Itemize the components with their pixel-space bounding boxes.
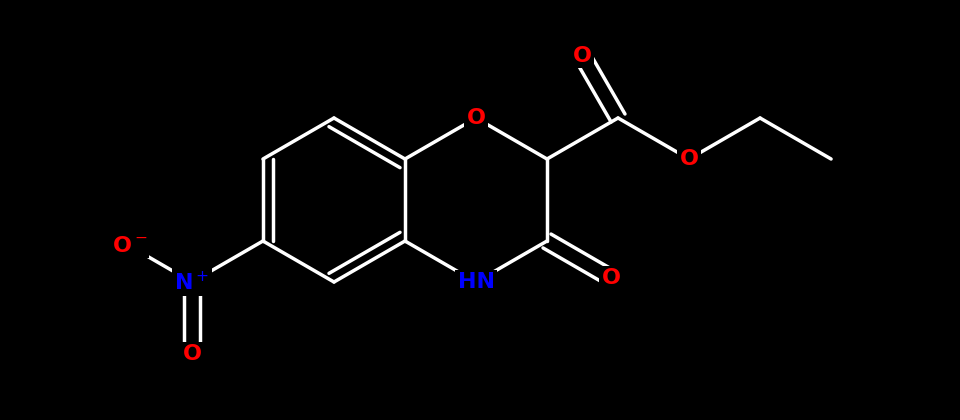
- Text: N$^+$: N$^+$: [175, 270, 209, 294]
- Text: O: O: [602, 268, 620, 288]
- Text: O: O: [572, 45, 591, 66]
- Text: O$^-$: O$^-$: [111, 236, 147, 256]
- Text: HN: HN: [458, 272, 494, 292]
- Text: O: O: [680, 149, 699, 169]
- Text: O: O: [182, 344, 202, 364]
- Text: O: O: [467, 108, 486, 128]
